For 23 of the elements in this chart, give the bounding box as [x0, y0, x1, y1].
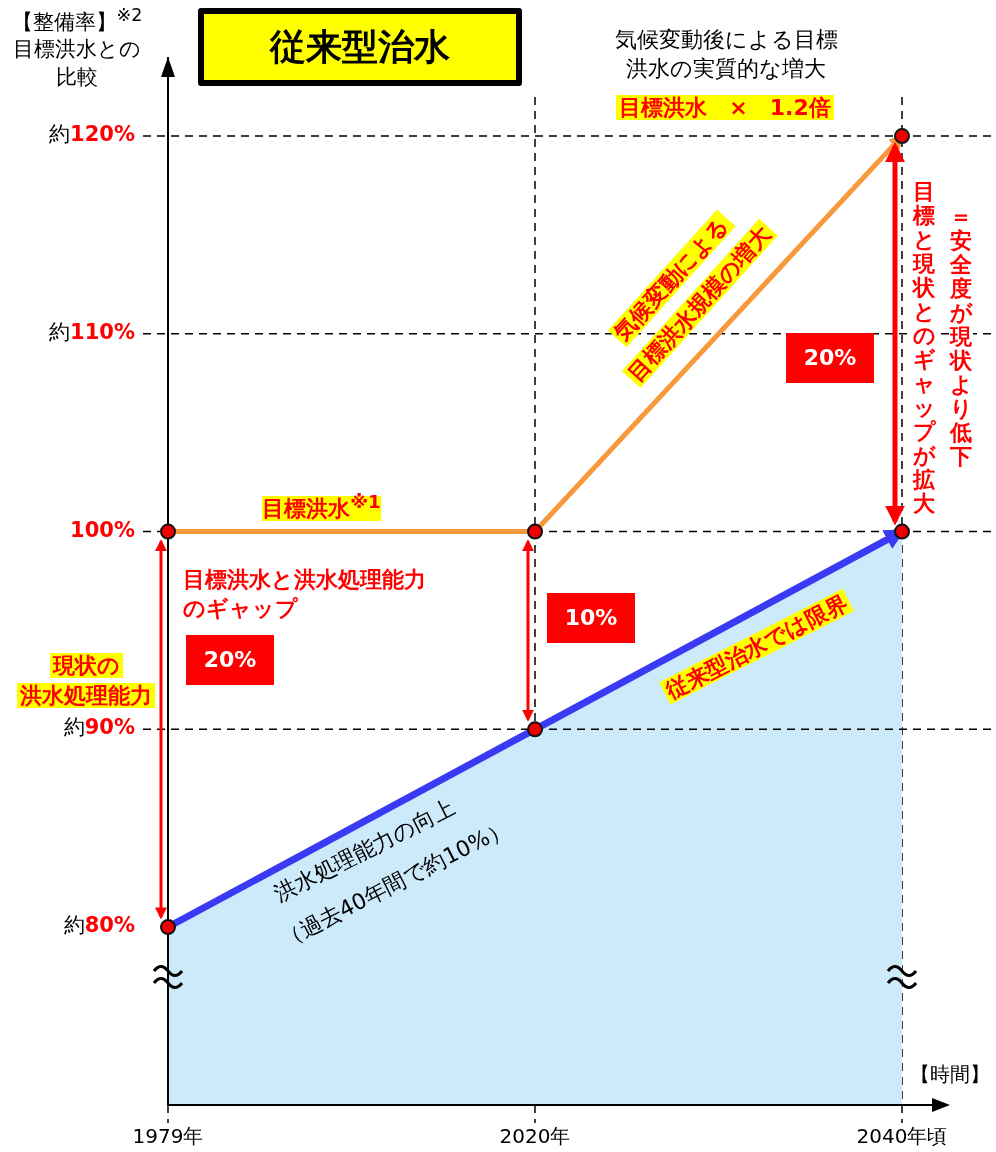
text: 約 — [63, 715, 85, 740]
annotation: 20% — [802, 344, 858, 372]
picture-title-box: 従来型治水 — [198, 8, 522, 86]
annotation: 気候変動後による目標洪水の実質的な増大 — [614, 26, 838, 83]
y-tick-label: 120% — [70, 122, 135, 147]
annotation: 目標洪水と洪水処理能力のギャップ — [183, 566, 427, 623]
x-tick-label: 2040年頃 — [855, 1123, 949, 1149]
x-tick-label: 2020年 — [498, 1123, 572, 1149]
y-tick-label: 90% — [84, 715, 135, 740]
y-axis-title: 【整備率】$^{※2}$目標洪水との比較 — [10, 4, 144, 91]
series-label: 目標洪水$^{※1}$ — [262, 490, 381, 521]
x-axis-title: 【時間】 — [910, 1061, 990, 1087]
y-tick-label: 100% — [70, 517, 135, 542]
annotation: 10% — [563, 604, 619, 632]
text: 目標と現状とのギャップが拡大 — [912, 179, 936, 516]
text: 約 — [63, 913, 85, 938]
text: 約 — [49, 319, 71, 344]
y-tick-label: 80% — [84, 913, 135, 938]
text: 約 — [49, 122, 71, 147]
x-tick-label: 1979年 — [131, 1123, 205, 1149]
text: ＝安全度が現状より低下 — [949, 204, 973, 469]
annotation: 20% — [202, 646, 258, 674]
y-tick-label: 110% — [70, 319, 135, 344]
